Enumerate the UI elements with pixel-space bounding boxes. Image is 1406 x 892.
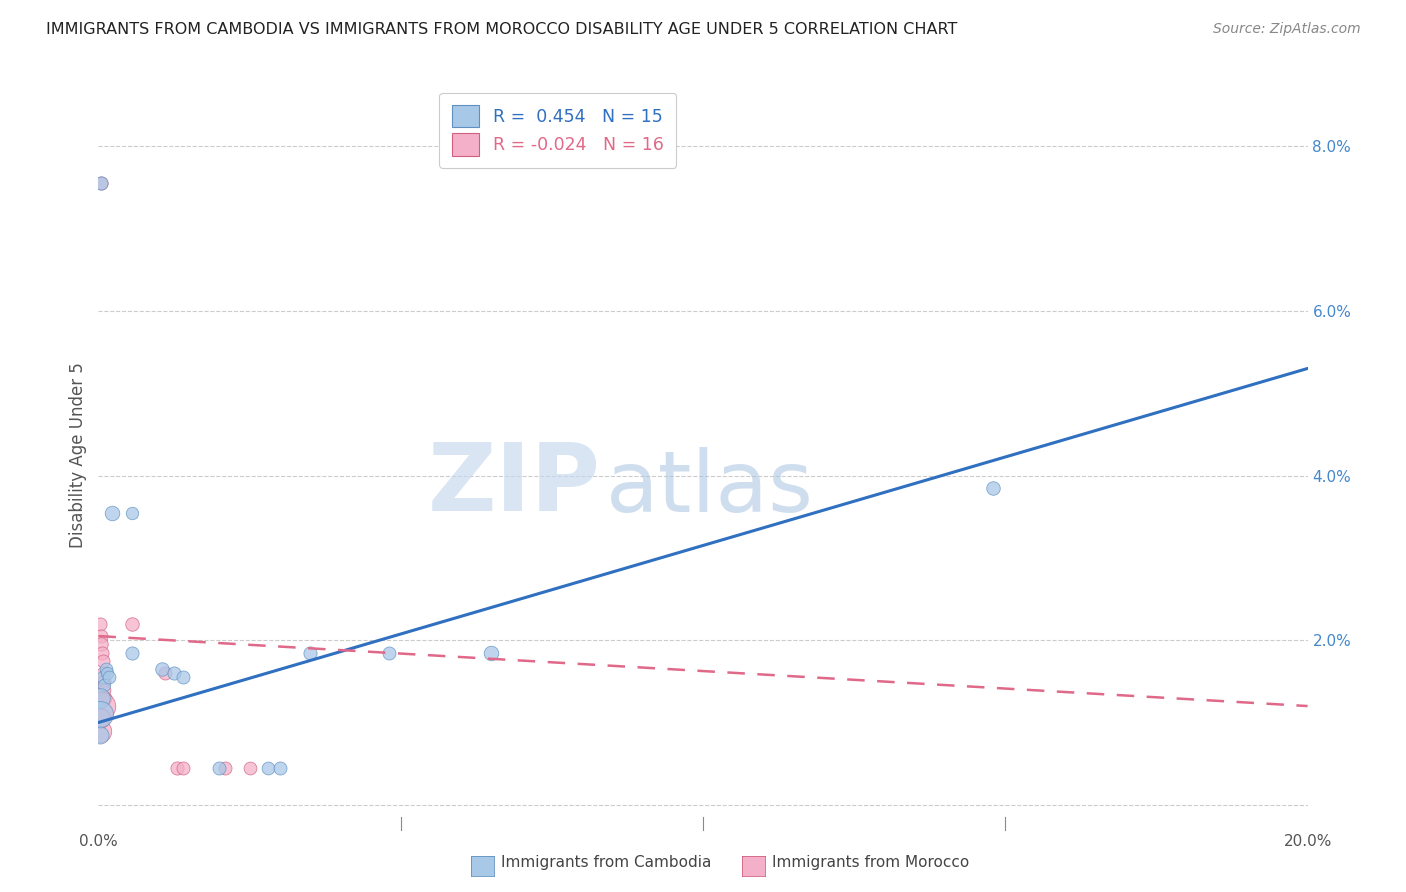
Point — [981, 481, 1004, 495]
Point — [98, 670, 121, 684]
Point — [91, 666, 114, 681]
Point — [91, 646, 114, 660]
Point — [90, 629, 112, 643]
Point — [94, 662, 117, 676]
Point — [90, 699, 112, 714]
Point — [377, 646, 399, 660]
Point — [163, 666, 186, 681]
Y-axis label: Disability Age Under 5: Disability Age Under 5 — [69, 362, 87, 548]
Point — [93, 678, 115, 692]
Point — [90, 176, 112, 190]
Point — [121, 616, 143, 631]
Point — [153, 666, 176, 681]
Point — [89, 616, 111, 631]
Point — [93, 674, 115, 689]
Point — [93, 682, 115, 697]
Point — [121, 506, 143, 520]
Point — [256, 761, 278, 775]
Legend: R =  0.454   N = 15, R = -0.024   N = 16: R = 0.454 N = 15, R = -0.024 N = 16 — [440, 93, 676, 168]
Text: atlas: atlas — [606, 447, 814, 530]
Text: Immigrants from Cambodia: Immigrants from Cambodia — [501, 855, 711, 870]
Point — [96, 666, 118, 681]
Point — [172, 761, 194, 775]
Point — [214, 761, 236, 775]
Point — [239, 761, 262, 775]
Text: Source: ZipAtlas.com: Source: ZipAtlas.com — [1213, 22, 1361, 37]
Point — [89, 707, 111, 722]
Point — [90, 637, 112, 651]
Point — [91, 670, 114, 684]
Point — [89, 728, 111, 742]
Point — [94, 690, 117, 705]
Point — [208, 761, 231, 775]
Point — [166, 761, 188, 775]
Text: IMMIGRANTS FROM CAMBODIA VS IMMIGRANTS FROM MOROCCO DISABILITY AGE UNDER 5 CORRE: IMMIGRANTS FROM CAMBODIA VS IMMIGRANTS F… — [46, 22, 957, 37]
Point — [89, 711, 111, 725]
Point — [100, 506, 122, 520]
Text: Immigrants from Morocco: Immigrants from Morocco — [772, 855, 969, 870]
Point — [299, 646, 322, 660]
Point — [481, 646, 503, 660]
Point — [269, 761, 291, 775]
Point — [89, 723, 111, 738]
Point — [89, 690, 111, 705]
Point — [121, 646, 143, 660]
Point — [172, 670, 194, 684]
Point — [90, 176, 112, 190]
Point — [150, 662, 173, 676]
Point — [91, 654, 114, 668]
Text: ZIP: ZIP — [427, 439, 600, 531]
